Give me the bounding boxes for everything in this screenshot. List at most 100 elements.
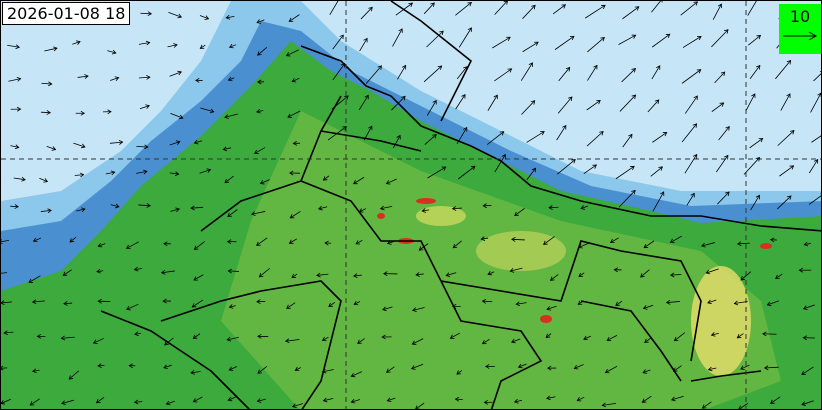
wind-vector-head: [692, 123, 698, 128]
wind-vector-head: [48, 81, 53, 87]
wind-vector: [666, 301, 681, 303]
wind-vector: [494, 154, 506, 173]
wind-vector-head: [193, 276, 198, 281]
wind-vector-head: [756, 64, 761, 70]
wind-vector-head: [483, 399, 489, 405]
wind-vector: [69, 236, 77, 243]
wind-vector-head: [662, 131, 668, 137]
wind-vector: [322, 369, 334, 373]
wind-vector: [415, 273, 424, 276]
wind-vector: [138, 204, 151, 207]
wind-vector: [1, 239, 9, 243]
wind-vector-head: [631, 189, 636, 195]
wind-vector-head: [499, 131, 505, 136]
wind-vector: [359, 38, 368, 52]
wind-vector: [227, 209, 238, 217]
wind-vector: [642, 369, 651, 374]
wind-vector-head: [641, 398, 647, 403]
wind-vector-head: [165, 400, 171, 406]
wind-vector-head: [69, 238, 75, 243]
wind-vector: [257, 366, 268, 374]
wind-vector: [110, 204, 120, 208]
wind-vector-head: [147, 11, 153, 17]
wind-vector: [556, 125, 567, 141]
wind-vector: [190, 206, 204, 209]
wind-vector-head: [600, 36, 605, 42]
wind-vector-head: [571, 159, 576, 164]
wind-vector-head: [437, 65, 443, 70]
wind-vector: [775, 60, 791, 80]
wind-vector-head: [1, 300, 5, 306]
reference-vector-value: 10: [789, 7, 811, 26]
wind-vector: [643, 240, 655, 248]
wind-vector: [32, 300, 45, 303]
wind-vector-head: [193, 245, 199, 250]
wind-vector-head: [92, 339, 98, 344]
wind-vector: [809, 159, 819, 174]
wind-vector-head: [53, 46, 58, 52]
wind-vector-head: [16, 106, 22, 112]
wind-vector-head: [368, 125, 373, 131]
wind-vector-head: [449, 334, 455, 339]
wind-vector-head: [762, 331, 767, 337]
wind-vector: [1, 398, 12, 404]
wind-vector-head: [669, 238, 675, 243]
wind-vector-head: [441, 166, 447, 171]
wind-vector: [584, 5, 606, 19]
wind-vector-head: [62, 271, 68, 276]
wind-vector: [673, 365, 682, 372]
wind-vector-head: [596, 99, 601, 105]
wind-vector-head: [294, 366, 300, 372]
wind-vector-head: [377, 65, 382, 70]
wind-vector-head: [769, 237, 775, 243]
wind-vector: [583, 335, 592, 340]
wind-vector: [586, 131, 604, 147]
wind-vector-head: [177, 13, 183, 19]
wind-vector: [97, 364, 105, 367]
wind-vector-head: [163, 364, 168, 370]
wind-vector: [674, 332, 685, 342]
wind-vector: [518, 363, 527, 368]
wind-vector: [391, 96, 406, 111]
wind-vector: [681, 69, 701, 84]
wind-vector: [511, 338, 521, 343]
wind-vector-head: [817, 92, 821, 98]
hotspot: [540, 315, 552, 323]
wind-vector: [192, 299, 204, 308]
wind-vector: [583, 164, 597, 175]
wind-vector-head: [195, 78, 200, 83]
wind-vector-head: [803, 241, 809, 247]
wind-vector: [359, 208, 367, 213]
wind-vector: [427, 166, 446, 179]
wind-vector-head: [736, 333, 742, 339]
wind-vector-head: [567, 96, 573, 102]
wind-vector-head: [463, 126, 468, 132]
wind-vector-head: [47, 208, 52, 214]
wind-vector-head: [606, 336, 612, 342]
wind-vector: [740, 364, 750, 370]
wind-vector: [68, 370, 80, 380]
wind-vector-head: [14, 144, 20, 150]
wind-vector-head: [118, 140, 124, 145]
wind-vector: [257, 398, 266, 402]
wind-vector: [323, 175, 330, 181]
wind-vector-head: [421, 208, 427, 213]
wind-vector-head: [733, 300, 739, 306]
wind-vector: [652, 191, 665, 212]
wind-vector-head: [515, 301, 521, 307]
wind-vector-head: [288, 239, 294, 244]
wind-vector-head: [673, 336, 679, 342]
wind-vector-head: [517, 363, 523, 369]
wind-vector-head: [661, 1, 663, 3]
wind-vector: [167, 44, 178, 48]
wind-vector: [229, 366, 238, 371]
wind-vector-head: [80, 143, 86, 149]
wind-vector-head: [470, 165, 476, 171]
wind-vector: [331, 95, 349, 110]
wind-vector: [718, 126, 730, 141]
wind-vector: [329, 1, 339, 16]
wind-vector-head: [531, 167, 537, 173]
wind-vector: [511, 238, 525, 241]
wind-vector: [543, 236, 555, 245]
